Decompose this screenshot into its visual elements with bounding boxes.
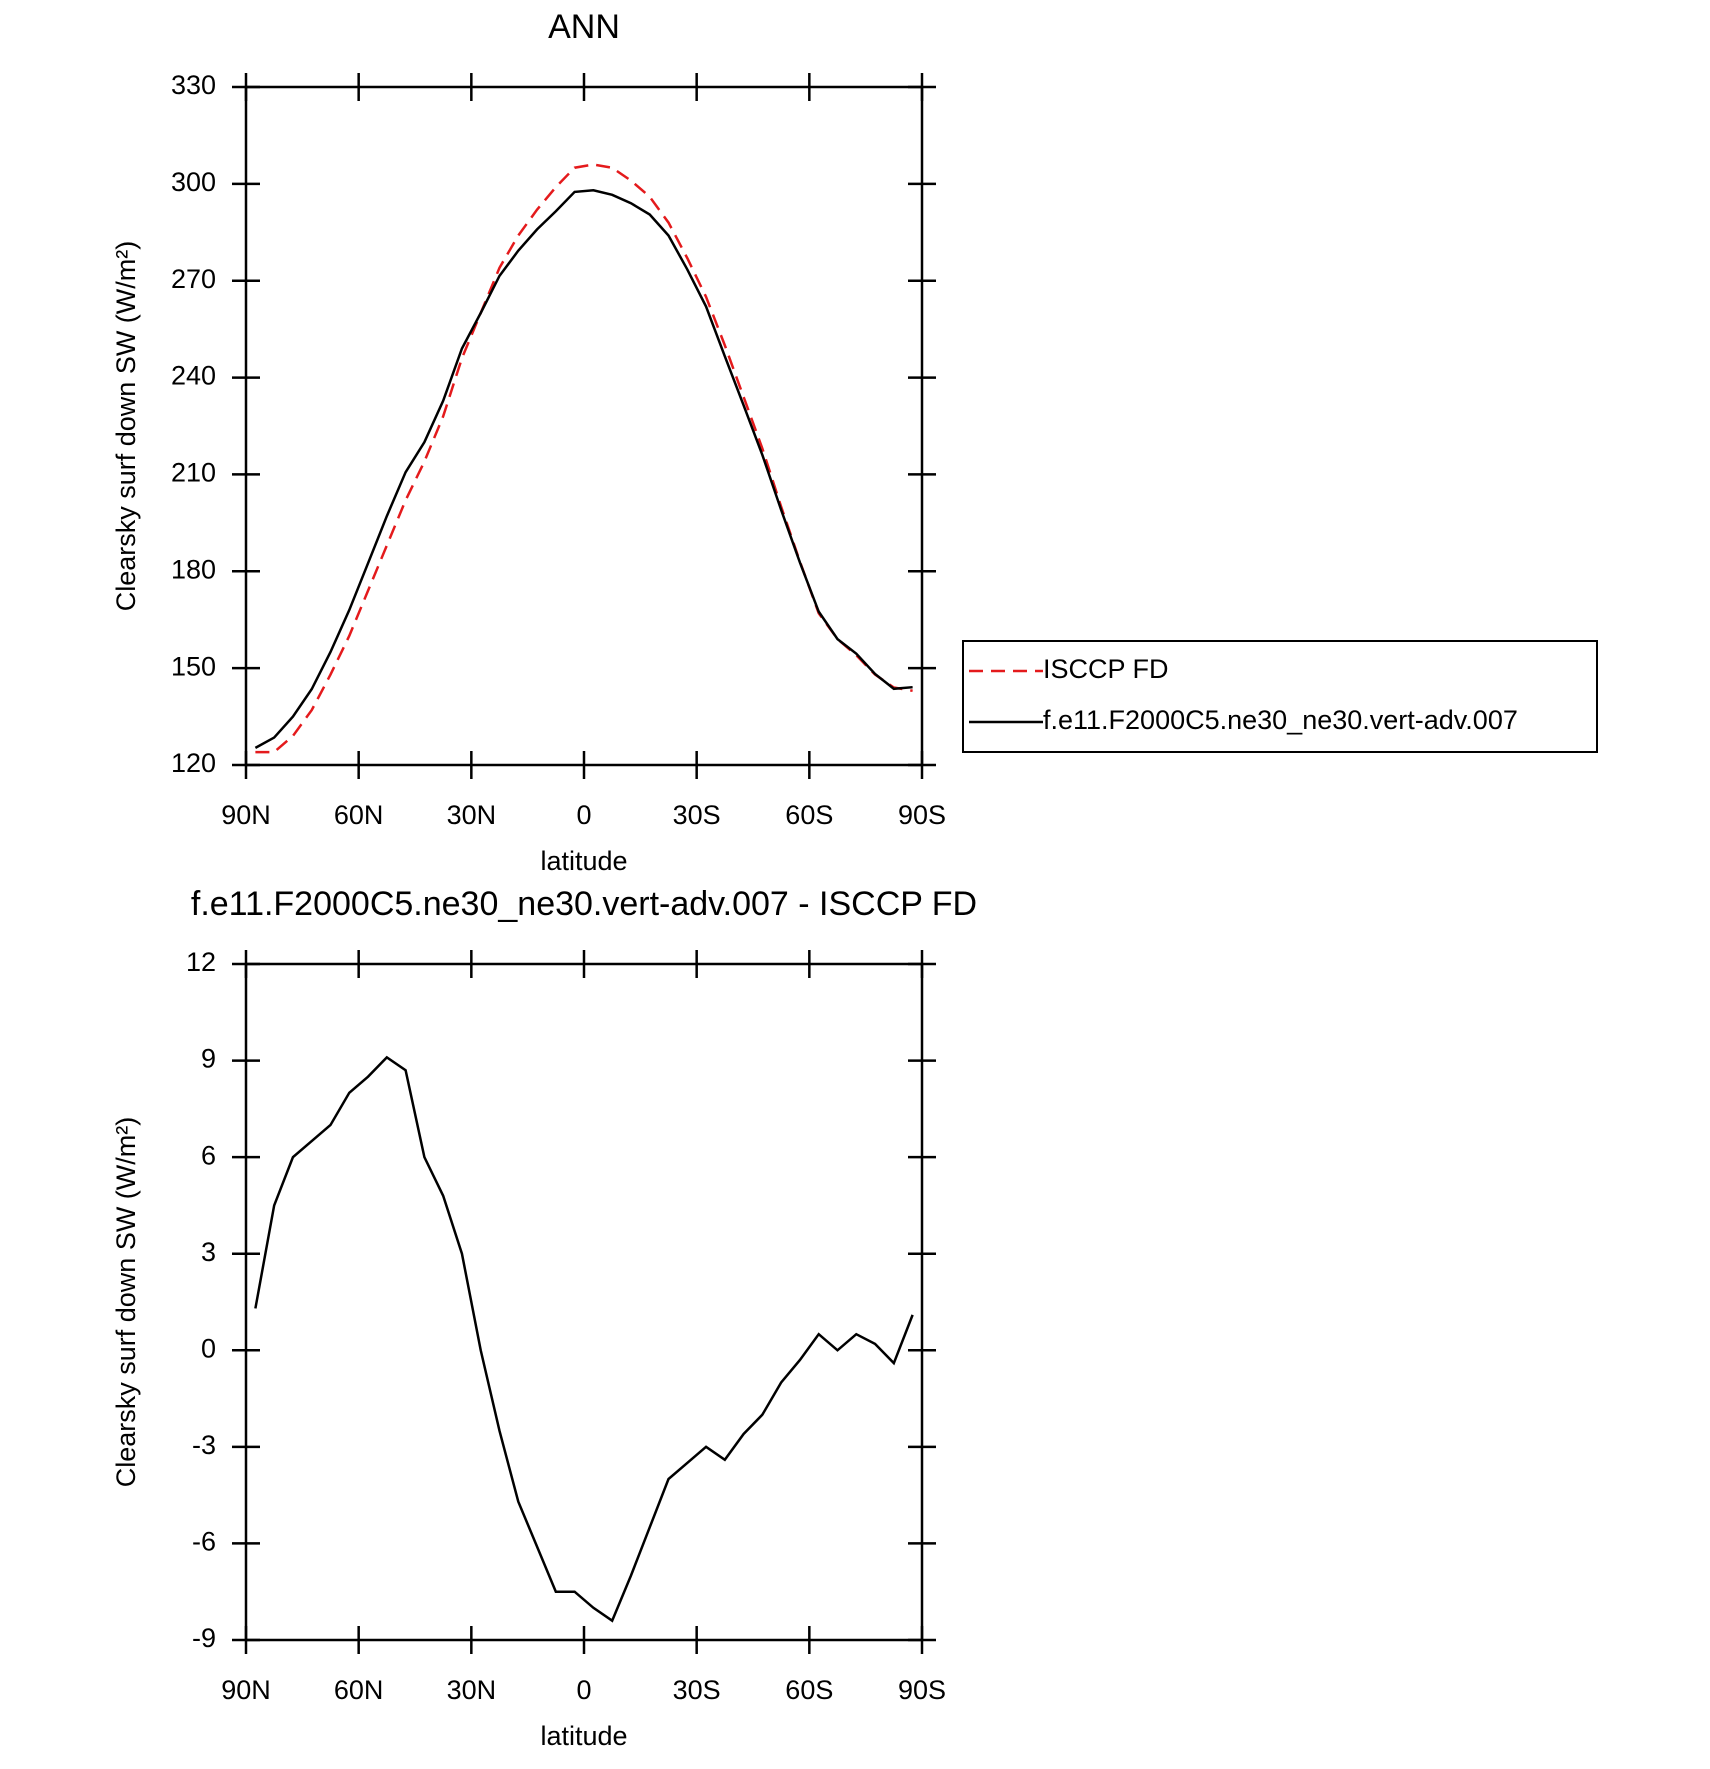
x-tick-label: 30S (673, 1675, 721, 1705)
y-tick-label: 270 (171, 264, 216, 294)
x-tick-label: 60N (334, 800, 384, 830)
legend-label: ISCCP FD (1043, 654, 1169, 684)
y-tick-label: 3 (201, 1237, 216, 1267)
y-tick-label: 330 (171, 70, 216, 100)
y-tick-label: 12 (186, 947, 216, 977)
x-tick-label: 90N (221, 800, 271, 830)
x-tick-label: 30N (447, 1675, 497, 1705)
y-tick-label: 300 (171, 167, 216, 197)
data-line (254, 1055, 914, 1623)
x-tick-label: 30N (447, 800, 497, 830)
plot-frame (244, 962, 924, 1642)
y-axis-label: Clearsky surf down SW (W/m²) (111, 241, 141, 612)
data-line (254, 189, 913, 749)
x-tick-label: 60N (334, 1675, 384, 1705)
y-tick-label: 240 (171, 361, 216, 391)
chart-title: f.e11.F2000C5.ne30_ne30.vert-adv.007 - I… (191, 885, 977, 923)
chart-title: ANN (548, 8, 620, 46)
y-tick-label: 120 (171, 748, 216, 778)
x-axis-label: latitude (540, 846, 627, 876)
y-tick-label: 6 (201, 1140, 216, 1170)
y-tick-label: 0 (201, 1333, 216, 1363)
y-tick-label: 180 (171, 554, 216, 584)
x-tick-label: 90N (221, 1675, 271, 1705)
legend-label: f.e11.F2000C5.ne30_ne30.vert-adv.007 (1043, 705, 1518, 735)
y-tick-label: -9 (192, 1623, 216, 1653)
x-tick-label: 0 (576, 800, 591, 830)
legend-box (962, 640, 1598, 753)
y-tick-label: 150 (171, 651, 216, 681)
x-axis-label: latitude (540, 1721, 627, 1751)
y-tick-label: 210 (171, 458, 216, 488)
x-tick-label: 30S (673, 800, 721, 830)
y-tick-label: -6 (192, 1527, 216, 1557)
y-axis-label: Clearsky surf down SW (W/m²) (111, 1117, 141, 1488)
plot-frame (244, 85, 924, 767)
x-tick-label: 60S (785, 800, 833, 830)
data-line (255, 163, 913, 754)
x-tick-label: 90S (898, 800, 946, 830)
x-tick-label: 0 (576, 1675, 591, 1705)
x-tick-label: 90S (898, 1675, 946, 1705)
y-tick-label: 9 (201, 1044, 216, 1074)
x-tick-label: 60S (785, 1675, 833, 1705)
y-tick-label: -3 (192, 1430, 216, 1460)
